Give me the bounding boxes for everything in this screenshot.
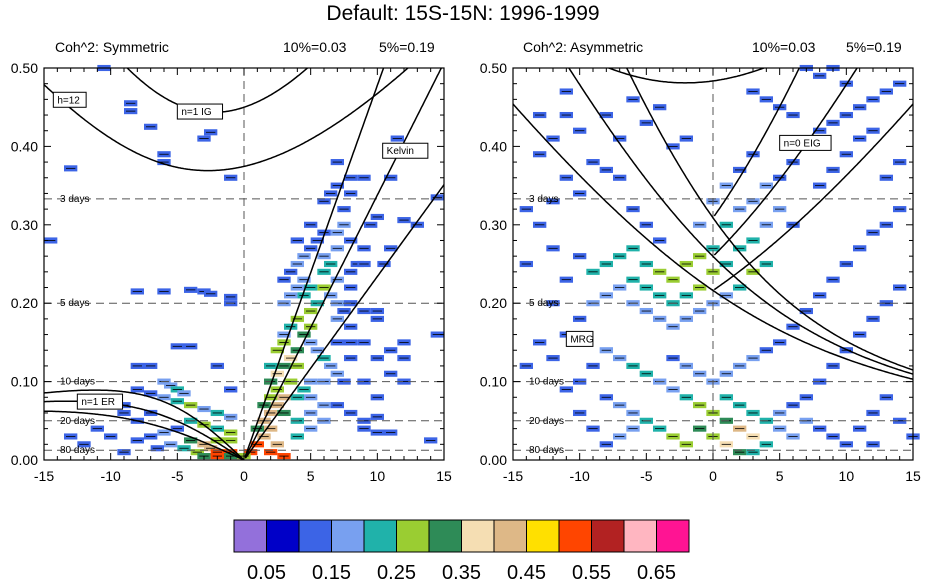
curve-label: h=12 [57, 95, 80, 106]
colorbar-label: 0.35 [442, 562, 481, 581]
colorbar-swatch [591, 519, 625, 553]
period-label: 20 days [60, 416, 95, 427]
colorbar-swatch [233, 519, 267, 553]
colorbar-swatch [558, 519, 592, 553]
colorbar-swatch [428, 519, 462, 553]
y-tick-label: 0.20 [480, 295, 507, 311]
curve-label: n=1 ER [81, 397, 115, 408]
curve-label: Kelvin [387, 146, 414, 157]
colorbar-swatch [396, 519, 430, 553]
y-tick-label: 0.40 [480, 138, 507, 154]
y-tick-label: 0.00 [480, 452, 507, 468]
period-label: 3 days [529, 194, 558, 205]
colorbar-swatch [623, 519, 657, 553]
x-tick-label: -15 [503, 468, 523, 484]
dispersion-curve [713, 68, 858, 256]
panel-label: Coh^2: Symmetric [55, 39, 169, 55]
curve-label-box [382, 142, 429, 159]
x-tick-label: 10 [370, 468, 386, 484]
dispersion-curve [606, 68, 766, 84]
chart-title: Default: 15S-15N: 1996-1999 [326, 2, 600, 25]
x-tick-label: -5 [640, 468, 653, 484]
dispersion-curve [244, 68, 443, 458]
colorbar: 0.05 0.15 0.25 0.35 0.45 0.55 0.65 [233, 519, 690, 581]
y-tick-label: 0.10 [11, 374, 38, 390]
colorbar-swatch [526, 519, 560, 553]
colorbar-swatch [331, 519, 365, 553]
curve-label-box [52, 91, 87, 108]
period-label: 5 days [529, 298, 558, 309]
y-tick-label: 0.50 [11, 60, 38, 76]
symmetric-panel: 3 days 5 days 10 days 20 days 80 days h=12 n=1… [11, 39, 452, 484]
dispersion-curve [244, 184, 444, 459]
curve-label: n=1 IG [181, 107, 212, 118]
colorbar-label: 0.25 [377, 562, 416, 581]
x-tick-label: -15 [34, 468, 54, 484]
x-tick-label: -10 [101, 468, 121, 484]
period-label: 20 days [529, 416, 564, 427]
period-label: 10 days [60, 377, 95, 388]
x-tick-label: 0 [240, 468, 248, 484]
sig10-label: 10%=0.03 [283, 39, 347, 55]
colorbar-swatch [493, 519, 527, 553]
colorbar-swatch [461, 519, 495, 553]
curve-label: n=0 EIG [784, 138, 821, 149]
y-tick-label: 0.10 [480, 374, 507, 390]
period-label: 10 days [529, 377, 564, 388]
dispersion-curve [244, 68, 385, 457]
colorbar-swatch [266, 519, 300, 553]
dispersion-curve [44, 68, 410, 172]
colorbar-swatch [363, 519, 397, 553]
x-tick-label: 15 [905, 468, 921, 484]
sig5-label: 5%=0.19 [379, 39, 435, 55]
y-tick-label: 0.50 [480, 60, 507, 76]
x-tick-label: 10 [839, 468, 855, 484]
curve-label-box [176, 103, 224, 120]
period-label: 80 days [529, 445, 564, 456]
colorbar-label: 0.65 [637, 562, 676, 581]
period-label: 5 days [60, 298, 89, 309]
y-tick-label: 0.30 [480, 217, 507, 233]
x-tick-label: 5 [307, 468, 315, 484]
colorbar-swatch [656, 519, 690, 553]
colorbar-label: 0.05 [247, 562, 286, 581]
dispersion-curve [44, 389, 245, 460]
colorbar-swatch [298, 519, 332, 553]
dispersion-curve [713, 103, 913, 291]
period-label: 80 days [60, 445, 95, 456]
curve-label: MRG [570, 334, 594, 345]
y-tick-label: 0.30 [11, 217, 38, 233]
dispersion-curve [126, 68, 309, 114]
sig5-label: 5%=0.19 [846, 39, 902, 55]
x-tick-label: 15 [436, 468, 452, 484]
x-tick-label: -10 [570, 468, 590, 484]
dispersion-curve [625, 68, 913, 371]
sig10-label: 10%=0.03 [752, 39, 816, 55]
period-label: 3 days [60, 194, 89, 205]
panel-label: Coh^2: Asymmetric [523, 39, 643, 55]
curve-label-box [76, 393, 124, 410]
x-tick-label: 0 [709, 468, 717, 484]
colorbar-label: 0.45 [507, 562, 546, 581]
dispersion-curve [513, 103, 913, 381]
y-tick-label: 0.40 [11, 138, 38, 154]
colorbar-label: 0.55 [572, 562, 611, 581]
dispersion-curve [44, 410, 245, 460]
curve-label-box [779, 134, 832, 151]
x-tick-label: 5 [776, 468, 784, 484]
y-tick-label: 0.20 [11, 295, 38, 311]
colorbar-label: 0.15 [312, 562, 351, 581]
asymmetric-panel: 3 days 5 days 10 days 20 days 80 days n=0 EIG… [480, 39, 921, 484]
curve-label-box [565, 330, 594, 347]
dispersion-curve [713, 68, 801, 217]
y-tick-label: 0.00 [11, 452, 38, 468]
dispersion-curve [568, 68, 913, 375]
x-tick-label: -5 [171, 468, 184, 484]
